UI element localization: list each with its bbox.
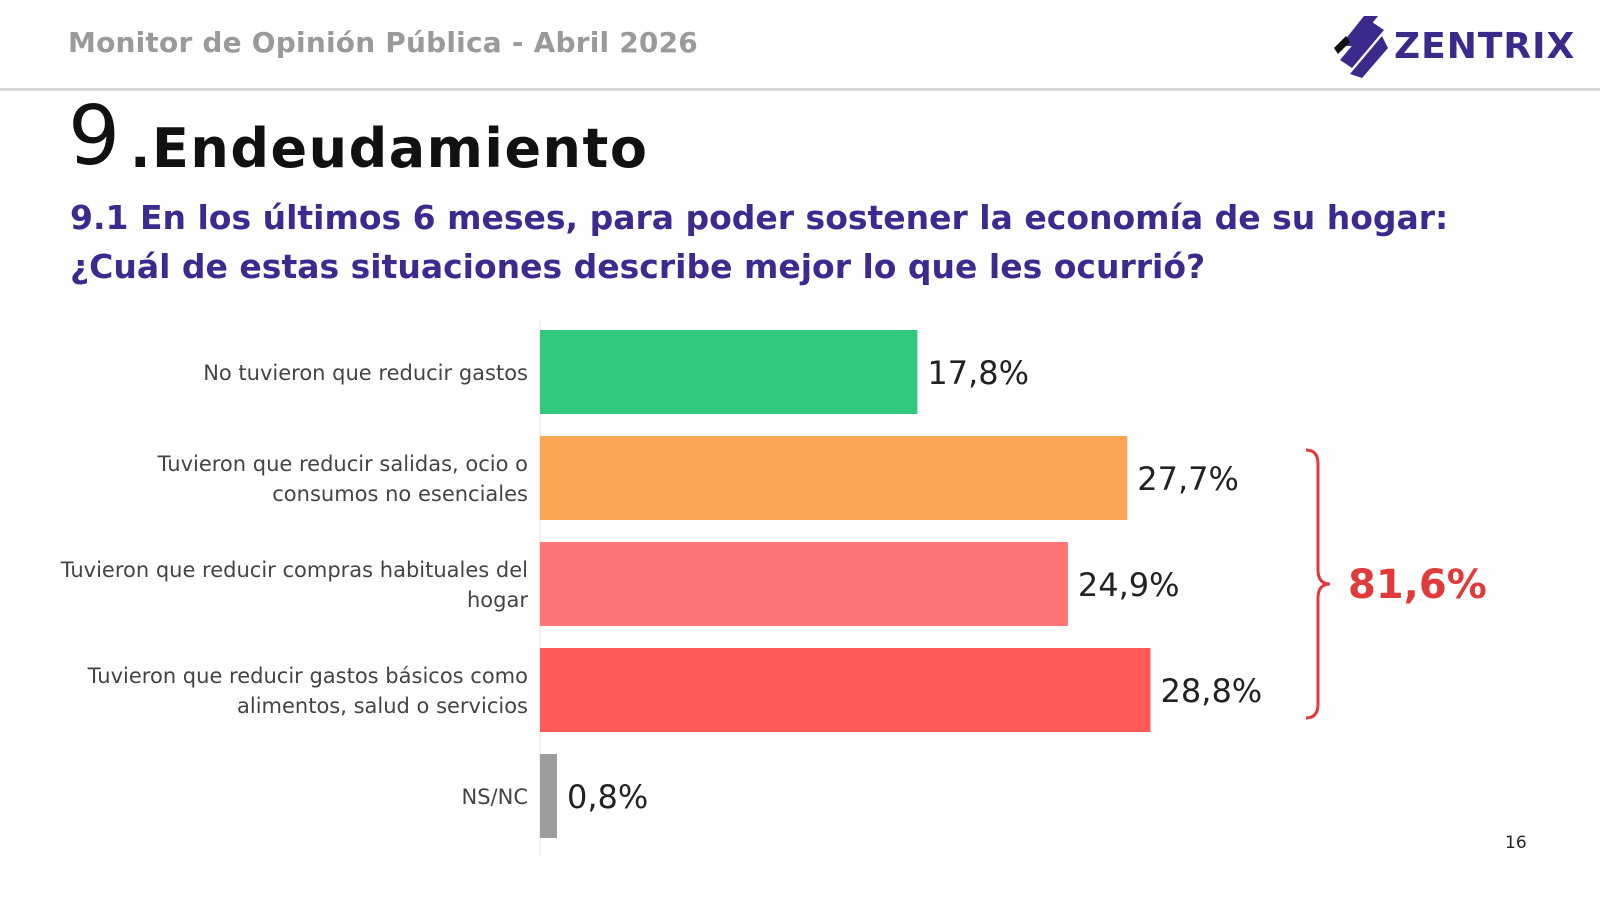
data-label-5: 0,8%	[567, 778, 648, 816]
bar-1	[540, 330, 918, 414]
bar-3	[540, 542, 1068, 626]
data-label-3: 24,9%	[1078, 566, 1180, 604]
header-divider	[0, 88, 1600, 91]
section-number: 9	[68, 89, 121, 184]
category-label-3-line-1: Tuvieron que reducir compras habituales …	[60, 558, 528, 582]
question-text: 9.1 En los últimos 6 meses, para poder s…	[70, 193, 1530, 291]
category-label-4-line-1: Tuvieron que reducir gastos básicos como	[87, 664, 528, 688]
question-line-1: 9.1 En los últimos 6 meses, para poder s…	[70, 198, 1449, 237]
category-label-2-line-1: Tuvieron que reducir salidas, ocio o	[157, 452, 528, 476]
data-label-4: 28,8%	[1161, 672, 1263, 710]
section-title: .Endeudamiento	[130, 117, 649, 180]
bar-2	[540, 436, 1128, 520]
data-label-2: 27,7%	[1137, 460, 1239, 498]
category-label-1: No tuvieron que reducir gastos	[203, 361, 528, 385]
header-title: Monitor de Opinión Pública - Abril 2026	[68, 26, 698, 59]
zentrix-logo-icon	[1334, 16, 1388, 78]
bracket-icon	[1305, 448, 1331, 720]
bar-5	[540, 754, 557, 838]
logo-text: ZENTRIX	[1394, 26, 1576, 67]
category-label-5: NS/NC	[462, 785, 529, 809]
category-label-4-line-2: alimentos, salud o servicios	[237, 694, 528, 718]
data-label-1: 17,8%	[927, 354, 1029, 392]
bar-chart: 17,8% No tuvieron que reducir gastos 27,7%…	[60, 320, 1487, 855]
category-label-3-line-2: hogar	[467, 588, 528, 612]
bracket-total-label: 81,6%	[1348, 562, 1487, 608]
bar-4	[540, 648, 1151, 732]
question-line-2: ¿Cuál de estas situaciones describe mejo…	[70, 247, 1206, 286]
category-label-2-line-2: consumos no esenciales	[272, 482, 528, 506]
page-number: 16	[1505, 833, 1527, 853]
